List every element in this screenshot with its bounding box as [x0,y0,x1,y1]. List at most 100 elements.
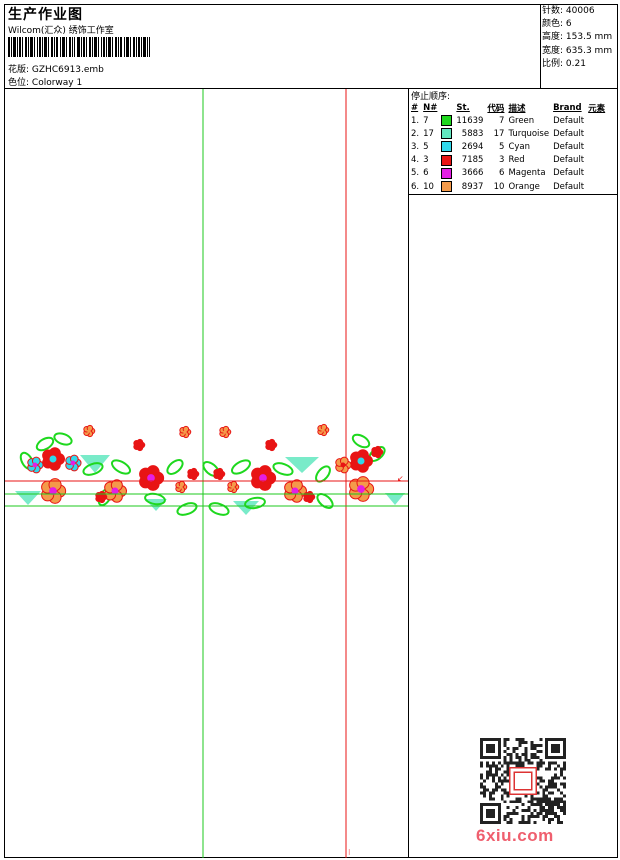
col-stitches: St. [454,101,485,114]
cyan-flower-center [33,463,38,468]
barcode [8,37,150,57]
small-flower-center [375,450,379,454]
qr-code [480,738,566,824]
colorway-label: 色位: [8,78,29,88]
row-code: 3 [485,154,506,167]
row-code: 7 [485,114,506,127]
color-swatch [441,181,452,192]
design-file-line: 花版: GZHC6913.emb [8,62,104,75]
table-row: 2.17588317TurquoiseDefault [409,127,607,140]
row-needle: 10 [421,180,439,193]
stat-stitches: 针数: 40006 [542,5,612,18]
orange-flower-center [292,488,299,495]
row-code: 6 [485,167,506,180]
row-element [586,180,607,193]
small-flower-center [87,429,91,433]
row-description: Cyan [506,140,551,153]
row-needle: 5 [421,140,439,153]
table-bottom-divider [408,194,618,195]
color-swatch [441,115,452,126]
small-flower-center [183,430,187,434]
cyan-flower-center [71,461,76,466]
row-stitches: 3666 [454,167,485,180]
turquoise-motif [385,493,405,505]
row-swatch [439,114,454,127]
stat-scale: 比例: 0.21 [542,58,612,71]
table-row: 1.7116397GreenDefault [409,114,607,127]
turquoise-motif [285,457,319,473]
row-description: Red [506,154,551,167]
company-name: Wilcom(汇众) 绣饰工作室 [8,23,114,36]
table-row: 6.10893710OrangeDefault [409,180,607,193]
row-swatch [439,167,454,180]
orange-flower-center [112,488,119,495]
row-code: 5 [485,140,506,153]
stop-marker: ⁝ [348,848,351,857]
row-swatch [439,180,454,193]
small-flower-center [99,495,103,499]
row-stitches: 11639 [454,114,485,127]
row-index: 6. [409,180,421,193]
table-row: 5.636666MagentaDefault [409,167,607,180]
stat-colors: 颜色: 6 [542,18,612,31]
leaf-outline [208,501,230,517]
small-flower-center [137,443,141,447]
row-description: Orange [506,180,551,193]
row-stitches: 8937 [454,180,485,193]
color-swatch [441,141,452,152]
col-swatch [439,101,454,114]
leaf-outline [176,501,198,517]
small-flower-center [191,472,195,476]
design-label: 花版: [8,65,29,75]
row-element [586,154,607,167]
col-needle: N# [421,101,439,114]
leaf-outline [110,458,132,477]
row-needle: 6 [421,167,439,180]
row-stitches: 2694 [454,140,485,153]
row-needle: 7 [421,114,439,127]
row-brand: Default [551,127,586,140]
color-swatch [441,128,452,139]
row-index: 4. [409,154,421,167]
row-swatch [439,154,454,167]
small-flower-center [307,495,311,499]
leaf-outline [165,457,185,476]
row-index: 3. [409,140,421,153]
row-brand: Default [551,154,586,167]
orange-flower-center [357,485,365,493]
col-code: 代码 [485,101,506,114]
table-header-row: # N# St. 代码 描述 Brand 元素 [409,101,607,114]
col-brand: Brand [551,101,586,114]
design-stats: 针数: 40006 颜色: 6 高度: 153.5 mm 宽度: 635.3 m… [542,5,612,71]
row-description: Magenta [506,167,551,180]
color-swatch [441,155,452,166]
row-brand: Default [551,167,586,180]
row-code: 10 [485,180,506,193]
row-element [586,140,607,153]
row-element [586,114,607,127]
leaf-outline [53,431,73,447]
small-flower-center [217,472,221,476]
col-description: 描述 [506,101,551,114]
colorway-value: Colorway 1 [32,78,82,88]
red-flower-center [358,458,365,465]
turquoise-motif [15,491,41,505]
row-stitches: 5883 [454,127,485,140]
color-stop-table: # N# St. 代码 描述 Brand 元素 1.7116397GreenDe… [409,101,607,193]
small-flower-center [321,428,325,432]
row-index: 2. [409,127,421,140]
leaf-outline [230,458,252,477]
col-index: # [409,101,421,114]
color-swatch [441,168,452,179]
watermark-logo: 6xiu.com [476,826,554,846]
row-index: 5. [409,167,421,180]
row-element [586,167,607,180]
panel-divider [408,88,409,858]
row-brand: Default [551,140,586,153]
small-flower-center [223,430,227,434]
row-description: Turquoise [506,127,551,140]
design-file: GZHC6913.emb [32,65,104,75]
colorway-line: 色位: Colorway 1 [8,75,82,88]
row-swatch [439,140,454,153]
stat-height: 高度: 153.5 mm [542,31,612,44]
